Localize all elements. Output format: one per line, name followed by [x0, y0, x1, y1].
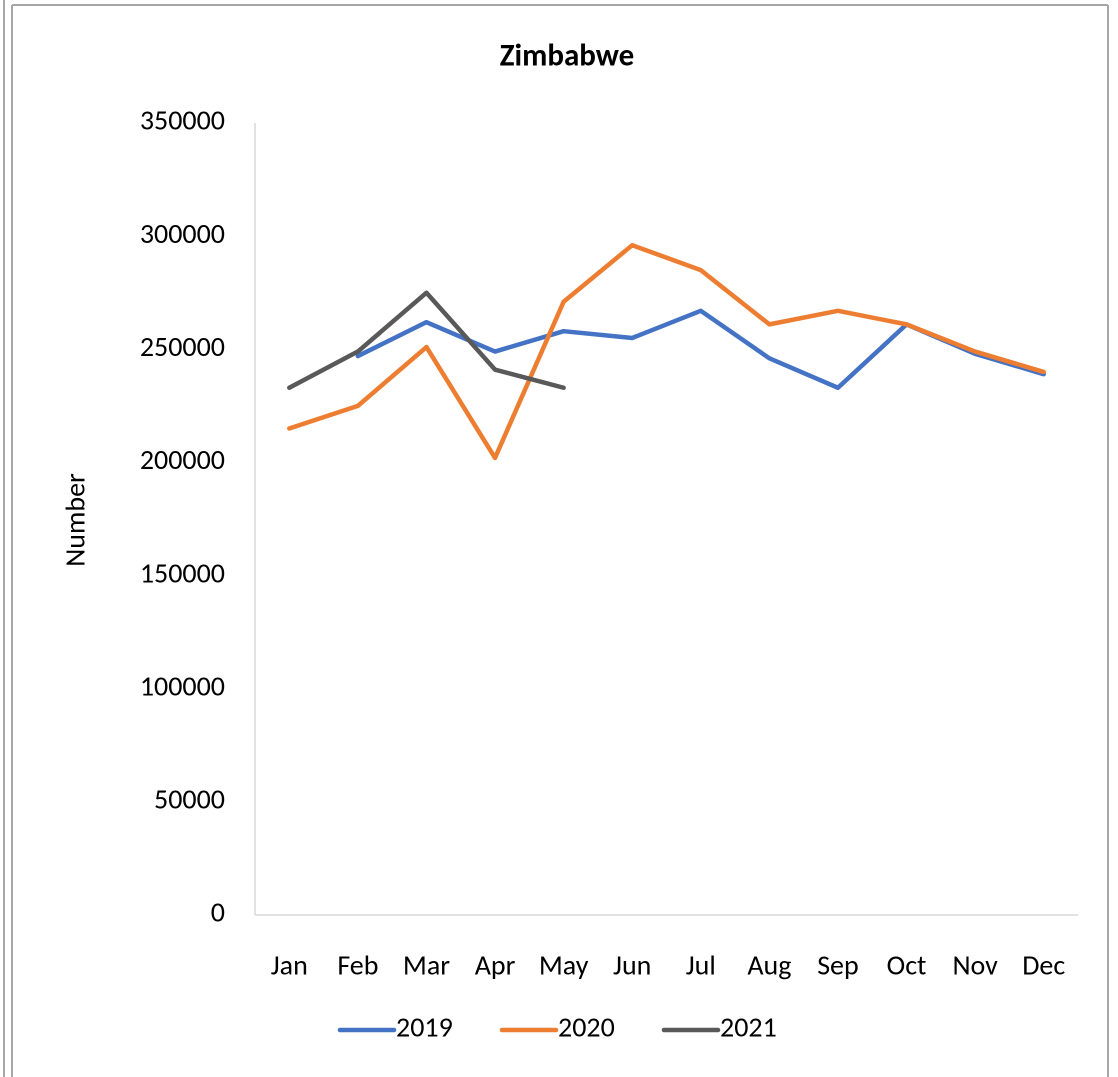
x-tick-label: Aug: [747, 948, 791, 983]
x-tick-label: Nov: [952, 948, 998, 983]
legend-label: 2019: [396, 1010, 453, 1045]
x-tick-label: Mar: [403, 948, 450, 983]
series-line: [287, 242, 1046, 461]
x-tick-label: Oct: [887, 948, 927, 983]
y-tick-label: 100000: [140, 668, 225, 703]
y-tick-label: 0: [211, 895, 225, 930]
y-tick-label: 150000: [140, 555, 225, 590]
y-tick-label: 50000: [154, 782, 225, 817]
x-tick-label: Apr: [475, 948, 516, 983]
x-tick-label: Jan: [271, 948, 308, 983]
x-tick-label: Jun: [613, 948, 651, 983]
y-tick-label: 350000: [140, 103, 225, 138]
y-tick-label: 300000: [140, 216, 225, 251]
legend-label: 2021: [720, 1010, 777, 1045]
x-tick-label: Dec: [1022, 948, 1065, 983]
x-tick-label: Feb: [337, 948, 378, 983]
x-tick-label: Jul: [686, 948, 716, 983]
y-tick-label: 200000: [140, 442, 225, 477]
x-tick-label: May: [539, 948, 589, 983]
chart-title: Zimbabwe: [500, 37, 635, 75]
x-tick-label: Sep: [817, 948, 859, 983]
legend-label: 2020: [558, 1010, 615, 1045]
y-tick-label: 250000: [140, 329, 225, 364]
series-line: [287, 290, 566, 391]
y-axis-label: Number: [58, 473, 93, 567]
